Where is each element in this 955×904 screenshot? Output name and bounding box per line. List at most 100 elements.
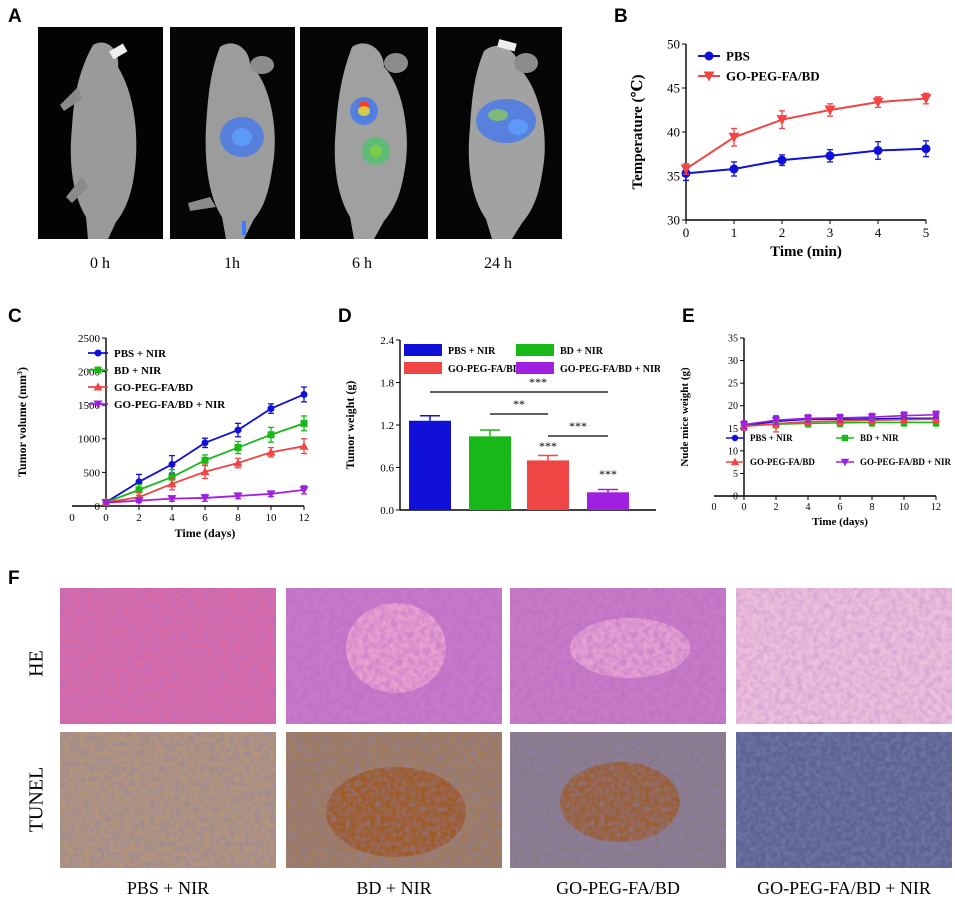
tumor-weight-chart: 0.0 0.6 1.2 1.8 2.4 Tumor weight (g) PBS + NIR… — [343, 335, 660, 517]
he-image-pbs-nir — [60, 588, 276, 724]
legend-marker — [730, 457, 740, 466]
y-tick-label: 35 — [728, 334, 738, 345]
x-tick-label: 8 — [870, 502, 875, 513]
y-tick-label: 0 — [95, 501, 101, 513]
legend-label-pbs-nir: PBS + NIR — [448, 346, 496, 357]
x-tick-label: 2 — [774, 502, 779, 513]
legend-label-go-peg-fa-bd-nir: GO-PEG-FA/BD + NIR — [860, 457, 951, 467]
series-line-go-peg-fa-bd — [685, 97, 927, 170]
time-label-0h: 0 h — [90, 255, 110, 272]
x-tick-label: 12 — [931, 502, 941, 513]
data-point-go-peg-fa-bd — [920, 94, 932, 105]
legend-label-bd-nir: BD + NIR — [560, 346, 604, 357]
mouse-image-24h — [436, 27, 562, 239]
group-label-go-peg-fa-bd-nir: GO-PEG-FA/BD + NIR — [757, 878, 931, 898]
data-point-go-peg-fa-bd — [266, 447, 276, 456]
data-point-go-peg-fa-bd — [200, 467, 210, 476]
he-image-go-peg-fa-bd-nir — [736, 588, 952, 724]
data-point-bd-nir — [201, 456, 209, 464]
panel-label-b: B — [614, 6, 628, 27]
y-tick-label: 35 — [667, 169, 680, 184]
data-point-go-peg-fa-bd — [299, 441, 309, 450]
data-point-bd-nir — [168, 473, 176, 481]
bar-bd-nir — [469, 436, 511, 510]
x-tick-label: 10 — [266, 512, 278, 524]
data-point-go-peg-fa-bd-nir — [739, 421, 749, 429]
data-point-go-peg-fa-bd — [728, 132, 740, 143]
data-point-pbs — [825, 151, 835, 161]
data-point-pbs — [921, 144, 931, 154]
y-tick-label: 1500 — [78, 400, 101, 412]
significance-label: *** — [569, 419, 587, 433]
data-point-go-peg-fa-bd-nir — [867, 413, 877, 422]
x-axis-label: Time (min) — [770, 244, 842, 260]
data-point-pbs — [777, 155, 787, 165]
data-point-pbs-nir — [135, 478, 143, 486]
x-tick-label: 0 — [742, 502, 747, 513]
data-point-go-peg-fa-bd-nir — [101, 499, 111, 508]
y-axis-label: Nude mice weight (g) — [679, 367, 691, 467]
y-tick-label: 1.2 — [380, 420, 394, 432]
y-tick-label: 20 — [728, 401, 738, 412]
y-tick-label: 5 — [733, 469, 738, 480]
data-point-pbs-nir — [234, 426, 242, 434]
panel-label-d: D — [338, 306, 352, 327]
significance-label: *** — [539, 439, 557, 453]
y-axis-label: Temperature (℃) — [630, 74, 646, 189]
legend-marker — [93, 382, 103, 391]
data-point-go-peg-fa-bd-nir — [299, 486, 309, 495]
x-tick-label: 4 — [875, 225, 882, 240]
y-tick-label: 15 — [728, 424, 738, 435]
legend-swatch — [404, 344, 442, 356]
data-point-pbs-nir — [168, 460, 176, 468]
x-tick-label: 3 — [827, 225, 834, 240]
significance-label: *** — [529, 375, 547, 389]
row-label-tunel: TUNEL — [25, 766, 48, 833]
legend-marker — [94, 366, 102, 374]
legend-swatch — [516, 344, 554, 356]
y-tick-label: 1.8 — [380, 378, 394, 390]
x-tick-label: 5 — [923, 225, 930, 240]
x-tick-label: 0 — [103, 512, 109, 524]
data-point-go-peg-fa-bd-nir — [803, 415, 813, 423]
x-tick-label: 6 — [202, 512, 208, 524]
panel-label-a: A — [8, 6, 22, 27]
row-label-he: HE — [25, 650, 48, 677]
panel-label-c: C — [8, 306, 22, 327]
x-tick-label: 8 — [235, 512, 241, 524]
x-tick-label: 1 — [731, 225, 738, 240]
y-tick-label: 30 — [667, 213, 680, 228]
legend-label-go-peg-fa-bd-nir: GO-PEG-FA/BD + NIR — [114, 399, 226, 411]
y-tick-label: 10 — [728, 446, 738, 457]
group-label-pbs-nir: PBS + NIR — [126, 878, 210, 898]
x-axis-label: Time (days) — [812, 516, 868, 528]
bar-go-peg-fa-bd — [527, 460, 569, 510]
time-label-6h: 6 h — [352, 255, 372, 272]
y-tick-label: 1000 — [78, 434, 101, 446]
data-point-go-peg-fa-bd — [680, 164, 692, 175]
y-tick-label: 30 — [728, 356, 738, 367]
y-tick-label: 50 — [667, 37, 680, 52]
data-point-bd-nir — [300, 419, 308, 427]
x-tick-label: 6 — [838, 502, 843, 513]
data-point-pbs — [873, 145, 883, 155]
data-point-bd-nir — [234, 444, 242, 452]
mouse-image-1h — [170, 27, 295, 239]
significance-label: *** — [599, 467, 617, 481]
data-point-go-peg-fa-bd — [776, 115, 788, 126]
y-tick-label: 0 — [733, 492, 738, 503]
time-label-24h: 24 h — [484, 255, 512, 272]
y-tick-label: 0.0 — [380, 505, 394, 517]
time-label-1h: 1h — [224, 255, 240, 272]
legend-marker — [93, 400, 103, 409]
data-point-pbs-nir — [201, 439, 209, 447]
x-tick-label: 4 — [169, 512, 175, 524]
legend-label-go-peg-fa-bd: GO-PEG-FA/BD — [750, 457, 815, 467]
group-label-go-peg-fa-bd: GO-PEG-FA/BD — [556, 878, 680, 898]
data-point-go-peg-fa-bd-nir — [233, 492, 243, 501]
data-point-go-peg-fa-bd-nir — [200, 494, 210, 503]
x-tick-label: 10 — [899, 502, 909, 513]
legend-marker — [840, 458, 850, 467]
legend-marker — [703, 71, 715, 82]
panel-label-f: F — [8, 568, 20, 589]
